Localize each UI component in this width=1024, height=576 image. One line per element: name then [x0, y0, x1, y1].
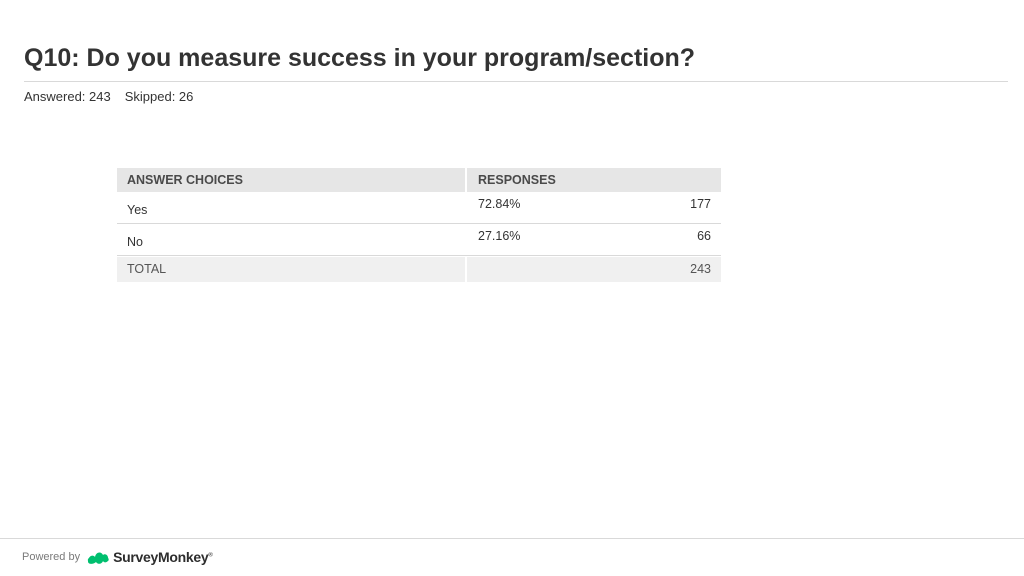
- answer-choices-header: ANSWER CHOICES: [117, 168, 465, 192]
- footer-divider: [0, 538, 1024, 539]
- answered-count: Answered: 243: [24, 89, 111, 104]
- surveymonkey-brand: SurveyMonkey®: [113, 549, 213, 565]
- table-total-row: TOTAL 243: [117, 257, 721, 282]
- surveymonkey-logo-icon: [87, 552, 109, 564]
- response-percent: 72.84%: [478, 197, 521, 211]
- response-count: 177: [690, 197, 711, 211]
- table-row: No 27.16% 66: [117, 224, 721, 256]
- response-cell: 27.16% 66: [467, 224, 721, 255]
- response-count: 66: [697, 229, 711, 243]
- title-divider: [24, 81, 1008, 82]
- table-row: Yes 72.84% 177: [117, 192, 721, 224]
- skipped-count: Skipped: 26: [124, 89, 194, 104]
- results-table: ANSWER CHOICES RESPONSES Yes 72.84% 177 …: [117, 168, 721, 282]
- response-cell: 72.84% 177: [467, 192, 721, 223]
- answer-choice-no: No: [127, 235, 143, 249]
- total-count: 243: [690, 262, 711, 276]
- responses-header-label: RESPONSES: [478, 173, 556, 187]
- footer: Powered by SurveyMonkey®: [22, 548, 213, 566]
- answer-choice-yes: Yes: [127, 203, 148, 217]
- table-header-row: ANSWER CHOICES RESPONSES: [117, 168, 721, 192]
- total-cell: 243: [467, 257, 721, 282]
- response-percent: 27.16%: [478, 229, 521, 243]
- powered-by-label: Powered by: [22, 551, 81, 563]
- total-label: TOTAL: [117, 257, 465, 282]
- response-stats: Answered: 243 Skipped: 26: [24, 89, 193, 104]
- responses-header: RESPONSES: [467, 168, 721, 192]
- registered-mark: ®: [208, 552, 213, 559]
- question-title: Q10: Do you measure success in your prog…: [24, 44, 696, 72]
